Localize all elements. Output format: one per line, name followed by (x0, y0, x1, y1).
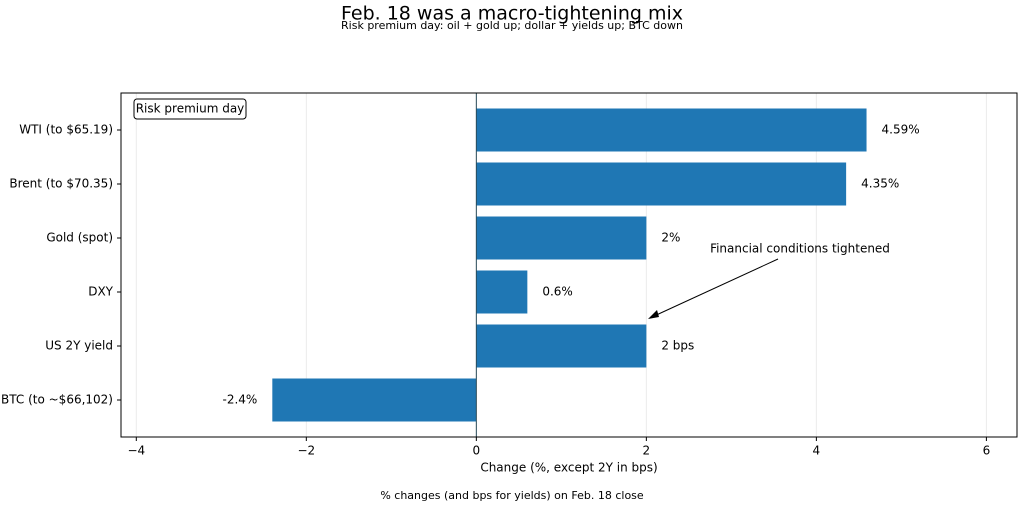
bar (476, 162, 847, 206)
arrow-head (648, 310, 659, 319)
x-axis-label: Change (%, except 2Y in bps) (480, 461, 657, 475)
bar (476, 108, 867, 152)
bar (476, 324, 647, 368)
x-tick-label: 4 (813, 444, 821, 458)
annotation-box (133, 98, 247, 120)
y-tick-label: WTI (to $65.19) (19, 123, 113, 137)
annotation: Financial conditions tightened (710, 242, 890, 256)
chart-subtitle: Risk premium day: oil + gold up; dollar … (341, 19, 683, 32)
axes-frame (120, 92, 1018, 438)
x-tick-label: 0 (473, 444, 481, 458)
x-tick-label: −2 (297, 444, 315, 458)
y-tick-label: Gold (spot) (46, 231, 113, 245)
y-tick-label: US 2Y yield (45, 339, 113, 353)
value-label: 4.59% (882, 123, 920, 137)
bar (272, 378, 477, 422)
annotation-arrow (651, 258, 779, 318)
plot-area (135, 93, 987, 437)
box-annotation: Risk premium day (136, 102, 245, 116)
x-tick-label: 2 (643, 444, 651, 458)
bar (476, 216, 647, 260)
footnote: % changes (and bps for yields) on Feb. 1… (380, 489, 644, 502)
value-label: 0.6% (542, 285, 573, 299)
value-label: 2% (661, 231, 680, 245)
value-label: 2 bps (661, 339, 694, 353)
value-label: 4.35% (861, 177, 899, 191)
x-tick-label: 6 (983, 444, 991, 458)
y-tick-label: BTC (to ~$66,102) (1, 393, 113, 407)
x-tick-label: −4 (127, 444, 145, 458)
y-tick-label: DXY (88, 285, 113, 299)
y-tick-label: Brent (to $70.35) (9, 177, 113, 191)
chart-title: Feb. 18 was a macro-tightening mix (341, 3, 683, 25)
value-label: -2.4% (222, 393, 257, 407)
bar (476, 270, 528, 314)
